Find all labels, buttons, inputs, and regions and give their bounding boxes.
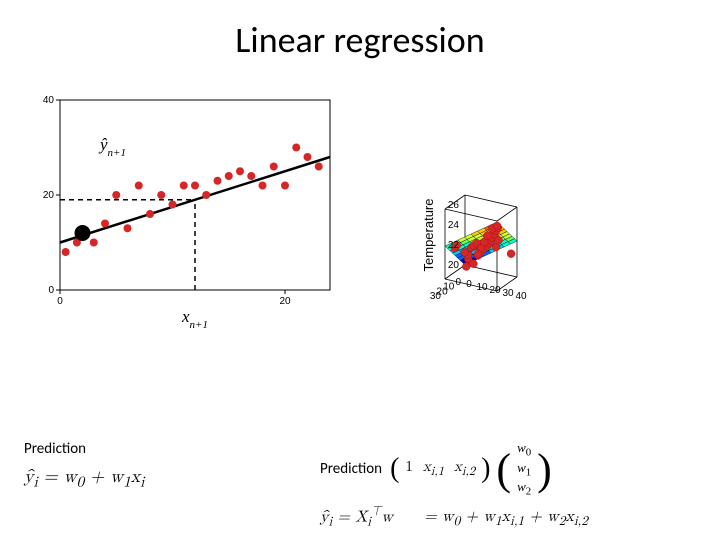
svg-text:ŷn+1: ŷn+1 bbox=[98, 135, 126, 159]
svg-text:20: 20 bbox=[279, 296, 291, 307]
svg-text:26: 26 bbox=[448, 200, 460, 211]
chart-3d: 202224260102030400102030Temperature bbox=[370, 90, 710, 350]
svg-text:40: 40 bbox=[43, 95, 55, 106]
svg-text:20: 20 bbox=[43, 190, 55, 201]
prediction-label-left: Prediction bbox=[24, 440, 144, 458]
prediction-matrix: ( 1 xi,1 xi,2 ) ( w0 w1 w2 ) bbox=[390, 440, 552, 499]
prediction-formula-left: ŷi = w0 + w1xi bbox=[24, 466, 144, 492]
svg-text:30: 30 bbox=[430, 291, 442, 302]
svg-text:10: 10 bbox=[476, 282, 488, 293]
prediction-formula-right: ŷi = Xi⊤w = w0 + w1xi,1 + w2xi,2 bbox=[320, 503, 588, 531]
chart-2d-svg: 0 20 0 20 40 xn+1 ŷn+1 bbox=[30, 90, 340, 330]
chart-2d: 0 20 0 20 40 xn+1 ŷn+1 bbox=[30, 90, 340, 330]
chart-3d-svg: 202224260102030400102030Temperature bbox=[370, 90, 710, 350]
svg-text:0: 0 bbox=[48, 285, 54, 296]
svg-text:20: 20 bbox=[448, 260, 460, 271]
svg-text:xn+1: xn+1 bbox=[181, 307, 208, 330]
svg-text:Temperature: Temperature bbox=[421, 199, 436, 272]
svg-text:24: 24 bbox=[448, 220, 460, 231]
svg-text:0: 0 bbox=[455, 277, 461, 288]
equation-left-block: Prediction ŷi = w0 + w1xi bbox=[24, 440, 144, 492]
svg-text:0: 0 bbox=[466, 279, 472, 290]
svg-text:40: 40 bbox=[515, 291, 527, 302]
svg-text:30: 30 bbox=[502, 288, 514, 299]
svg-text:22: 22 bbox=[448, 240, 460, 251]
prediction-label-right: Prediction bbox=[320, 460, 382, 478]
page-title: Linear regression bbox=[0, 18, 720, 62]
svg-text:0: 0 bbox=[57, 296, 63, 307]
equation-right-block: Prediction ( 1 xi,1 xi,2 ) ( w0 w1 w2 ) … bbox=[320, 440, 588, 530]
svg-text:20: 20 bbox=[489, 285, 501, 296]
